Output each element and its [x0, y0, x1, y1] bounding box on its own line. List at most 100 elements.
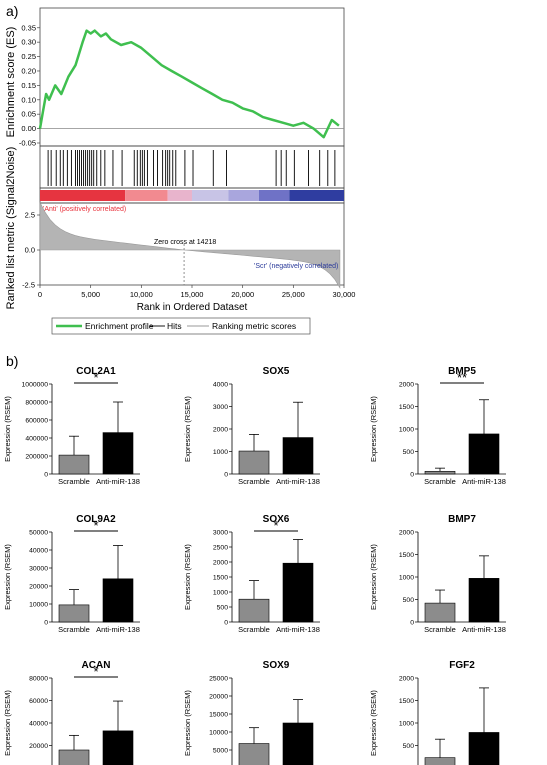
rank-color-segment — [289, 190, 344, 201]
y-tick-label: 2000 — [213, 427, 228, 434]
chart-sox6: SOX6 Expression (RSEM) 0 500 1000 1500 2000 250… — [183, 514, 320, 634]
panel-b-label: b) — [6, 353, 18, 369]
es-y-tick-label: 0.20 — [21, 66, 36, 75]
rank-color-segment — [258, 190, 290, 201]
rank-color-segment — [125, 190, 168, 201]
chart-title: COL2A1 — [76, 366, 116, 377]
rank-color-segment — [40, 190, 126, 201]
y-tick-label: 500 — [403, 449, 415, 456]
bar-scramble — [238, 450, 270, 475]
es-y-tick-label: 0.35 — [21, 23, 36, 32]
legend: Enrichment profile Hits Ranking metric s… — [51, 317, 311, 335]
y-tick-label: 40000 — [29, 548, 48, 555]
bar-scramble — [424, 757, 456, 765]
y-tick-label: 30000 — [29, 566, 48, 573]
y-tick-label: 600000 — [25, 418, 48, 425]
y-tick-label: 400000 — [25, 436, 48, 443]
chart-col2a1: COL2A1 Expression (RSEM) 0 200000 400000 6000… — [3, 366, 140, 486]
bar-scramble — [424, 602, 456, 623]
bar-anti-mir-138 — [282, 562, 314, 623]
y-tick-label: 3000 — [213, 530, 228, 537]
legend-hits-label: Hits — [167, 321, 182, 331]
x-tick-label: 25,000 — [282, 290, 305, 299]
significance-marker: * — [93, 664, 98, 679]
category-label: Anti-miR-138 — [276, 625, 320, 634]
chart-title: BMP7 — [448, 514, 476, 525]
y-tick-label: 40000 — [29, 721, 48, 728]
es-y-tick-label: -0.05 — [19, 139, 36, 148]
y-axis-label: Expression (RSEM) — [3, 690, 12, 756]
bar-anti-mir-138 — [282, 437, 314, 475]
y-tick-label: 1000 — [213, 449, 228, 456]
y-tick-label: 1500 — [213, 575, 228, 582]
significance-marker: * — [273, 518, 278, 533]
metric-y-tick-label: 2.5 — [25, 211, 35, 220]
y-tick-label: 50000 — [29, 530, 48, 537]
es-y-tick-label: 0.00 — [21, 124, 36, 133]
bar-scramble — [58, 749, 90, 765]
rank-color-segment — [228, 190, 259, 201]
y-tick-label: 0 — [224, 620, 228, 627]
y-tick-label: 2000 — [399, 530, 414, 537]
es-y-tick-label: 0.15 — [21, 81, 36, 90]
bar-scramble — [424, 470, 456, 475]
chart-title: BMP5 — [448, 366, 476, 377]
y-tick-label: 20000 — [29, 743, 48, 750]
significance-marker: * — [93, 518, 98, 533]
bar-anti-mir-138 — [102, 578, 134, 623]
es-y-tick-label: 0.25 — [21, 52, 36, 61]
metric-y-tick-label: 0.0 — [25, 246, 35, 255]
category-label: Anti-miR-138 — [276, 477, 320, 486]
y-tick-label: 10000 — [209, 730, 228, 737]
y-axis-label: Expression (RSEM) — [183, 544, 192, 610]
y-tick-label: 5000 — [213, 748, 228, 755]
y-tick-label: 500 — [403, 597, 415, 604]
y-tick-label: 1000 — [399, 721, 414, 728]
chart-bmp5: BMP5 Expression (RSEM) 0 500 1000 1500 2000 Scr… — [369, 366, 506, 486]
y-tick-label: 10000 — [29, 602, 48, 609]
category-label: Scramble — [238, 625, 270, 634]
y-axis-label: Expression (RSEM) — [369, 396, 378, 462]
legend-metric-label: Ranking metric scores — [212, 321, 296, 331]
y-axis-label: Expression (RSEM) — [183, 396, 192, 462]
category-label: Anti-miR-138 — [462, 477, 506, 486]
y-tick-label: 20000 — [29, 584, 48, 591]
chart-title: FGF2 — [449, 660, 475, 671]
y-tick-label: 0 — [224, 472, 228, 479]
ranking-metric-area — [39, 202, 341, 289]
chart-col9a2: COL9A2 Expression (RSEM) 0 10000 20000 30000 4… — [3, 514, 140, 634]
x-tick-label: 0 — [38, 290, 42, 299]
bar-anti-mir-138 — [102, 432, 134, 475]
y-tick-label: 1000000 — [22, 382, 49, 389]
x-tick-label: 10,000 — [130, 290, 153, 299]
y-tick-label: 20000 — [209, 694, 228, 701]
legend-profile-label: Enrichment profile — [85, 321, 154, 331]
y-tick-label: 1500 — [399, 404, 414, 411]
y-tick-label: 15000 — [209, 712, 228, 719]
y-tick-label: 0 — [410, 620, 414, 627]
y-axis-label: Expression (RSEM) — [369, 544, 378, 610]
y-axis-label: Expression (RSEM) — [3, 544, 12, 610]
category-label: Scramble — [58, 477, 90, 486]
category-label: Scramble — [424, 625, 456, 634]
bar-anti-mir-138 — [282, 722, 314, 765]
legend-box — [51, 317, 311, 335]
es-y-tick-label: 0.05 — [21, 110, 36, 119]
chart-title: COL9A2 — [76, 514, 116, 525]
bar-scramble — [58, 604, 90, 623]
y-tick-label: 2000 — [399, 676, 414, 683]
significance-marker: * — [93, 370, 98, 385]
chart-bmp7: BMP7 Expression (RSEM) 0 500 1000 1500 2000 Scr… — [369, 514, 506, 634]
y-tick-label: 0 — [44, 620, 48, 627]
y-tick-label: 0 — [410, 472, 414, 479]
y-axis-label: Expression (RSEM) — [3, 396, 12, 462]
x-tick-label: 15,000 — [181, 290, 204, 299]
gsea-plot: 0.350.300.250.200.150.100.050.00-0.052.5… — [19, 7, 355, 299]
chart-sox5: SOX5 Expression (RSEM) 0 1000 2000 3000 4000 Sc… — [183, 366, 320, 486]
y-tick-label: 1000 — [399, 427, 414, 434]
es-axis-label: Enrichment score (ES) — [5, 27, 17, 138]
y-tick-label: 1000 — [213, 590, 228, 597]
